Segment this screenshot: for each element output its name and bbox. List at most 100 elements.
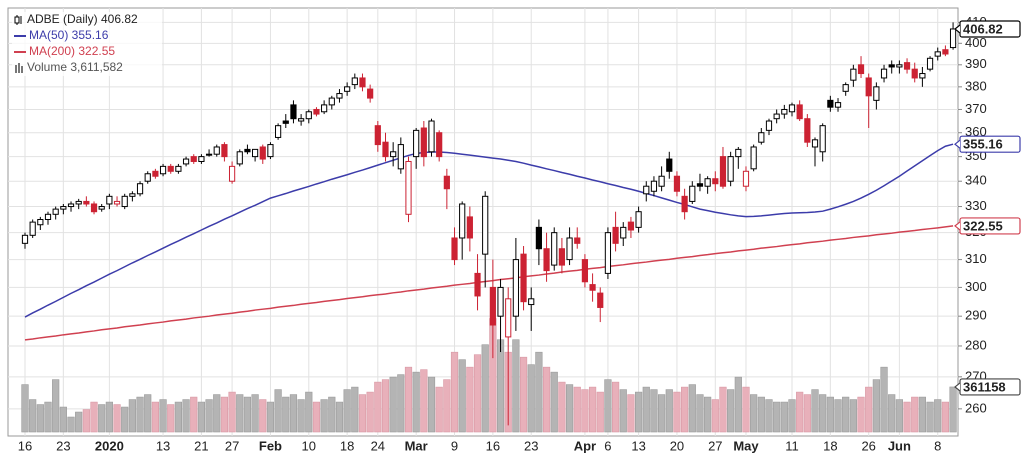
moving-average-line — [24, 143, 954, 318]
candle-body — [113, 200, 121, 205]
volume-bar — [190, 396, 198, 433]
candle-body — [98, 206, 105, 210]
volume-bar — [550, 371, 558, 433]
candle-body — [90, 203, 98, 213]
volume-bar — [496, 339, 505, 433]
candle-body — [182, 158, 190, 165]
candle-body — [827, 99, 834, 108]
candle-body — [190, 156, 197, 162]
value-tags: 406.82 355.16 322.55 361158 — [954, 20, 1021, 396]
moving-averages — [24, 143, 954, 341]
candle-body — [543, 248, 550, 272]
candle-body — [351, 77, 358, 86]
candle-body — [903, 62, 911, 70]
volume-bar — [872, 379, 880, 433]
volume-bar — [527, 364, 535, 433]
candle-body — [949, 28, 957, 49]
x-tick-label: May — [733, 438, 759, 453]
candle-body — [397, 144, 404, 170]
candle-body — [727, 156, 734, 182]
candle-body — [252, 148, 259, 158]
candle-body — [742, 170, 750, 187]
candle-body — [144, 173, 151, 182]
candle-body — [704, 178, 711, 187]
candle-body — [819, 125, 826, 153]
volume-bars — [21, 318, 957, 433]
volume-bar — [658, 394, 666, 433]
x-tick-label: 18 — [340, 438, 354, 453]
volume-bar — [266, 401, 275, 433]
candle-body — [443, 175, 450, 190]
volume-bar — [765, 399, 773, 433]
volume-bar — [21, 384, 29, 433]
x-tick-label: 10 — [302, 438, 316, 453]
volume-bar — [236, 394, 244, 433]
x-tick-label: Jun — [888, 438, 911, 453]
volume-bar — [289, 394, 298, 433]
volume-bar — [67, 416, 75, 433]
candle-body — [650, 180, 658, 192]
candle-body — [551, 232, 558, 266]
volume-bar — [113, 404, 121, 433]
y-tick-label: 370 — [965, 101, 987, 116]
candle-body — [474, 272, 481, 297]
candle-body — [520, 253, 527, 303]
volume-bar — [29, 399, 37, 433]
candle-body — [466, 216, 473, 239]
x-tick-label: 27 — [708, 438, 722, 453]
volume-bar — [343, 389, 351, 433]
volume-bar — [634, 391, 643, 433]
candle-body — [627, 221, 635, 231]
candle-body — [451, 237, 458, 261]
volume-bar — [719, 386, 727, 433]
volume-bar — [565, 384, 574, 433]
candle-body — [658, 175, 665, 187]
candle-body — [121, 195, 128, 208]
candle-body — [804, 118, 811, 143]
volume-bar — [144, 394, 152, 433]
candle-body — [459, 203, 466, 239]
y-tick-label: 290 — [965, 308, 987, 323]
volume-bar — [213, 394, 221, 433]
x-tick-label: 21 — [194, 438, 208, 453]
candle-body — [213, 146, 220, 155]
candle-body — [857, 64, 865, 75]
candle-body — [129, 193, 136, 197]
volume-bar — [312, 401, 321, 433]
candle-body — [712, 178, 719, 185]
candle-body — [888, 64, 895, 68]
candle-body — [574, 237, 581, 244]
candle-body — [152, 170, 159, 177]
volume-bar — [611, 381, 620, 433]
volume-bar — [105, 401, 113, 433]
volume-bar — [650, 389, 658, 433]
candle-body — [328, 97, 335, 106]
candle-body — [405, 160, 412, 215]
y-tick-label: 260 — [965, 400, 987, 415]
candle-body — [535, 226, 542, 250]
moving-average-line — [24, 225, 954, 341]
volume-bar — [865, 386, 873, 433]
volume-bar — [788, 399, 796, 433]
candle-body — [765, 120, 773, 131]
volume-bar — [688, 384, 696, 433]
x-tick-label: 13 — [156, 438, 170, 453]
candle-body — [106, 195, 113, 205]
volume-bar — [121, 406, 129, 433]
volume-bar — [581, 389, 589, 433]
volume-bar — [404, 366, 413, 433]
volume-bar — [98, 404, 106, 433]
volume-bar — [773, 401, 781, 433]
volume-bar — [136, 396, 144, 433]
candle-body — [52, 208, 59, 215]
candle-body — [374, 125, 381, 146]
x-tick-label: 16 — [18, 438, 32, 453]
volume-bar — [627, 394, 635, 433]
candle-body — [781, 108, 788, 115]
y-tick-label: 330 — [965, 198, 987, 213]
volume-bar — [949, 386, 957, 433]
volume-bar — [82, 409, 90, 433]
y-tick-label: 380 — [965, 78, 987, 93]
volume-bar — [243, 396, 252, 433]
candle-body — [919, 73, 926, 79]
